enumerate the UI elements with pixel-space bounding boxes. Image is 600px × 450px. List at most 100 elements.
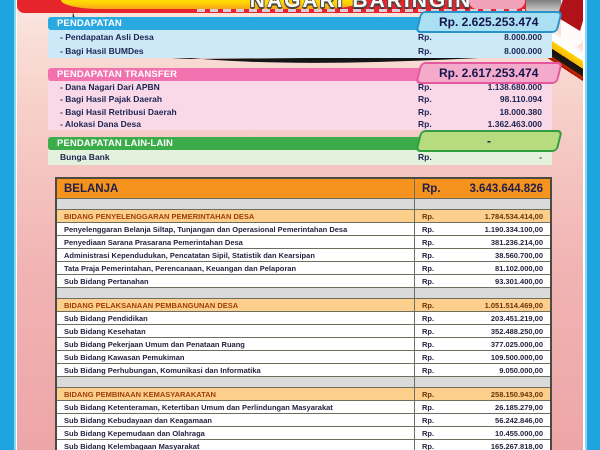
group-label: BIDANG PEMBINAAN KEMASYARAKATAN	[57, 388, 415, 400]
row-value: Rp. 165.267.818,00	[415, 440, 550, 450]
currency-label: Rp.	[422, 365, 435, 375]
row-value: Rp. 81.102.000,00	[415, 262, 550, 274]
belanja-table: BELANJA Rp. 3.643.644.826 BIDANG PENYELE…	[55, 177, 552, 450]
spacer-row	[57, 376, 550, 387]
row-value: Rp. 8.000.000	[412, 31, 552, 45]
amount-value: 1.138.680.000	[487, 82, 542, 92]
amount-value: 56.242.846,00	[495, 415, 543, 425]
item-label: Sub Bidang Kesehatan	[57, 325, 415, 337]
amount-value: 26.185.279,00	[495, 402, 543, 412]
amount-value: 1.362.463.000	[487, 118, 542, 129]
table-row: Penyediaan Sarana Prasarana Pemerintahan…	[57, 235, 550, 248]
group-label: BIDANG PENYELENGGARAN PEMERINTAHAN DESA	[57, 210, 415, 222]
pink-corner-decoration	[469, 0, 525, 9]
silver-corner-decoration	[526, 0, 563, 13]
belanja-header-row: BELANJA Rp. 3.643.644.826	[57, 179, 550, 198]
currency-label: Rp.	[422, 276, 435, 286]
amount-value: 81.102.000,00	[495, 263, 543, 273]
section-body-pendapatan: - Pendapatan Asli Desa Rp. 8.000.000- Bagi…	[48, 30, 552, 58]
spacer-cell	[57, 199, 415, 209]
item-label: Penyelenggaran Belanja Siltap, Tunjangan…	[57, 223, 415, 235]
income-row: - Alokasi Dana Desa Rp. 1.362.463.000	[48, 118, 552, 130]
belanja-total-value: 3.643.644.826	[469, 182, 543, 195]
total-badge-lain-lain: -	[415, 130, 563, 152]
spacer-cell	[57, 377, 415, 387]
income-item-label: - Dana Nagari Dari APBN	[60, 82, 160, 92]
amount-value: 165.267.818,00	[490, 441, 543, 450]
row-value: Rp. 1.138.680.000	[412, 81, 552, 93]
currency-label: Rp.	[422, 402, 435, 412]
row-value: Rp. 98.110.094	[412, 93, 552, 105]
amount-value: 203.451.219,00	[490, 313, 543, 323]
table-row: Sub Bidang Kesehatan Rp. 352.488.250,00	[57, 324, 550, 337]
currency-label: Rp.	[422, 300, 435, 310]
row-value: Rp. 352.488.250,00	[415, 325, 550, 337]
currency-label: Rp.	[422, 352, 435, 362]
group-row: BIDANG PEMBINAAN KEMASYARAKATAN Rp. 258.15…	[57, 387, 550, 400]
table-row: Sub Bidang Pendidikan Rp. 203.451.219,00	[57, 311, 550, 324]
item-label: Sub Bidang Ketenteraman, Ketertiban Umum…	[57, 401, 415, 413]
belanja-total: Rp. 3.643.644.826	[415, 179, 550, 198]
item-label: Sub Bidang Kelembagaan Masyarakat	[57, 440, 415, 450]
item-label: Sub Bidang Pekerjaan Umum dan Penataan R…	[57, 338, 415, 350]
row-value: Rp. 1.784.534.414,00	[415, 210, 550, 222]
row-value: Rp. 26.185.279,00	[415, 401, 550, 413]
item-label: Penyediaan Sarana Prasarana Pemerintahan…	[57, 236, 415, 248]
table-row: Sub Bidang Kepemudaan dan Olahraga Rp. 10.…	[57, 426, 550, 439]
amount-value: 10.455.000,00	[495, 428, 543, 438]
row-value: Rp. 377.025.000,00	[415, 338, 550, 350]
amount-value: 18.000.380	[499, 106, 542, 117]
amount-value: 377.025.000,00	[490, 339, 543, 349]
total-value: Rp. 2.617.253.474	[439, 66, 539, 80]
amount-value: 8.000.000	[504, 32, 542, 42]
currency-label: Rp.	[418, 45, 432, 56]
banner-paper: NAGARI BARINGIN PENDAPATAN Rp. 2.625.253…	[14, 0, 587, 450]
row-value: Rp. 93.301.400,00	[415, 275, 550, 287]
income-row: - Bagi Hasil Retribusi Daerah Rp. 18.000.3…	[48, 106, 552, 118]
currency-label: Rp.	[418, 118, 432, 129]
group-label: BIDANG PELAKSANAAN PEMBANGUNAN DESA	[57, 299, 415, 311]
income-item-label: - Bagi Hasil Retribusi Daerah	[60, 106, 177, 117]
table-row: Sub Bidang Ketenteraman, Ketertiban Umum…	[57, 400, 550, 413]
item-label: Sub Bidang Kebudayaan dan Keagamaan	[57, 414, 415, 426]
income-item-label: - Pendapatan Asli Desa	[60, 32, 154, 42]
amount-value: 258.150.943,00	[490, 389, 543, 399]
income-row: Bunga Bank Rp. -	[48, 150, 552, 165]
group-row: BIDANG PELAKSANAAN PEMBANGUNAN DESA Rp. 1.…	[57, 298, 550, 311]
amount-value: 98.110.094	[499, 94, 542, 105]
income-row: - Bagi Hasil BUMDes Rp. 8.000.000	[48, 45, 552, 59]
amount-value: 38.560.700,00	[495, 250, 543, 260]
title-dashed-line	[197, 9, 525, 12]
table-row: Administrasi Kependudukan, Pencatatan Si…	[57, 248, 550, 261]
table-row: Sub Bidang Pekerjaan Umum dan Penataan R…	[57, 337, 550, 350]
currency-label: Rp.	[422, 224, 435, 234]
row-value: Rp. 10.455.000,00	[415, 427, 550, 439]
section-label: PENDAPATAN	[57, 18, 122, 29]
total-badge-transfer: Rp. 2.617.253.474	[415, 62, 563, 84]
row-value: Rp. 9.050.000,00	[415, 364, 550, 376]
row-value: Rp. 381.236.214,00	[415, 236, 550, 248]
row-value: Rp. 203.451.219,00	[415, 312, 550, 324]
group-row: BIDANG PENYELENGGARAN PEMERINTAHAN DESA R…	[57, 209, 550, 222]
item-label: Sub Bidang Pertanahan	[57, 275, 415, 287]
income-item-label: Bunga Bank	[60, 152, 110, 162]
income-item-label: - Alokasi Dana Desa	[60, 118, 141, 129]
table-row: Tata Praja Pemerintahan, Perencanaan, Ke…	[57, 261, 550, 274]
item-label: Sub Bidang Perhubungan, Komunikasi dan I…	[57, 364, 415, 376]
currency-label: Rp.	[422, 313, 435, 323]
item-label: Sub Bidang Kawasan Pemukiman	[57, 351, 415, 363]
currency-label: Rp.	[418, 82, 432, 92]
income-row: - Bagi Hasil Pajak Daerah Rp. 98.110.094	[48, 93, 552, 105]
row-value: Rp. 1.051.514.469,00	[415, 299, 550, 311]
currency-label: Rp.	[422, 441, 435, 450]
currency-label: Rp.	[422, 182, 441, 195]
row-value: Rp. 258.150.943,00	[415, 388, 550, 400]
amount-value: 1.051.514.469,00	[484, 300, 543, 310]
banner-background: NAGARI BARINGIN PENDAPATAN Rp. 2.625.253…	[17, 0, 583, 450]
currency-label: Rp.	[422, 263, 435, 273]
section-body-lain-lain: Bunga Bank Rp. -	[48, 150, 552, 165]
section-label: PENDAPATAN LAIN-LAIN	[57, 138, 173, 149]
total-badge-pendapatan: Rp. 2.625.253.474	[415, 11, 563, 33]
amount-value: 1.190.334.100,00	[484, 224, 543, 234]
spacer-row	[57, 287, 550, 298]
